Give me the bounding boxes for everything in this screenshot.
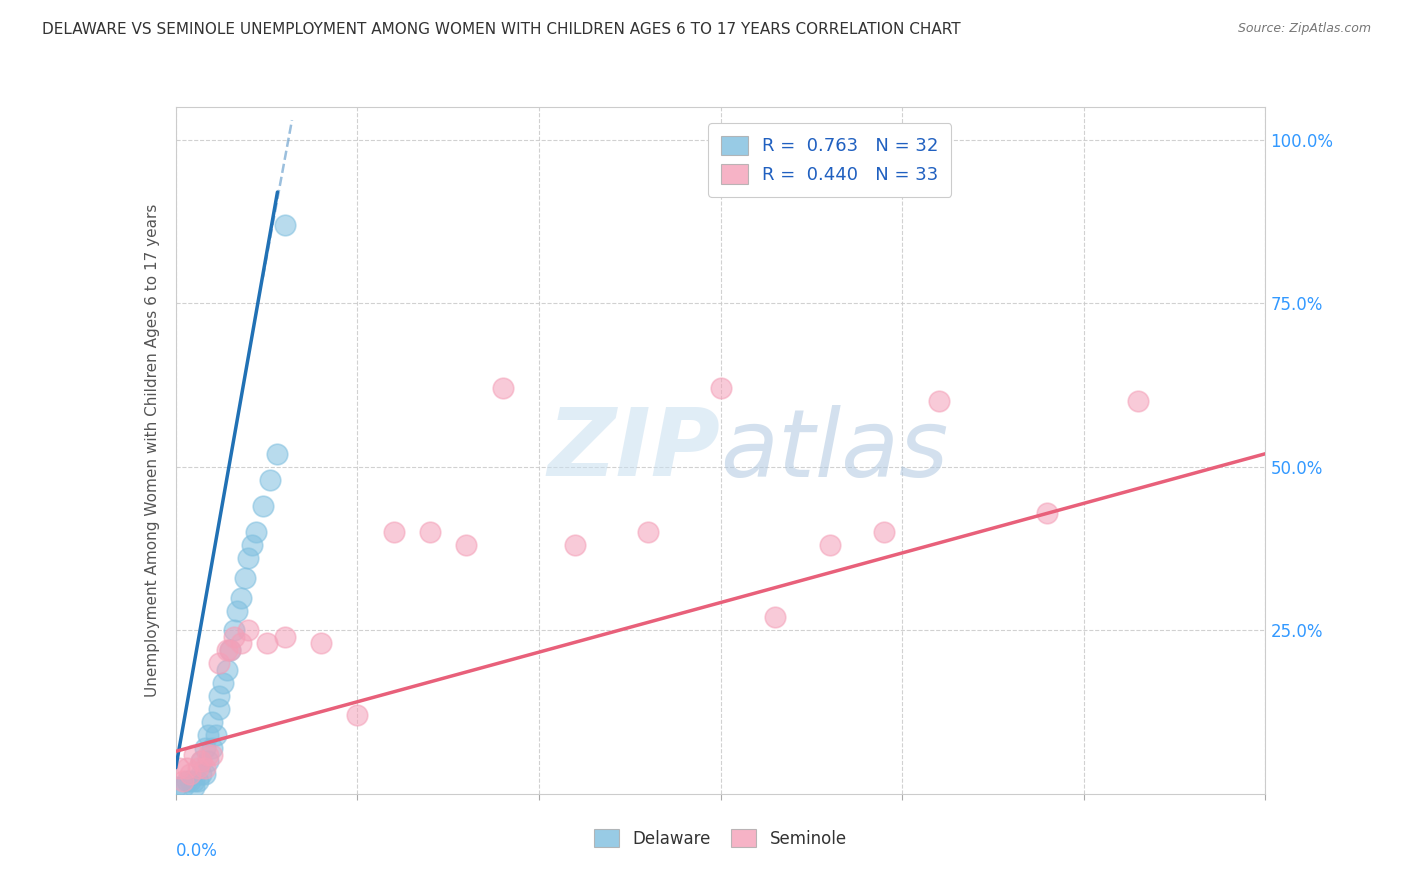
Point [190, 754, 212, 768]
Point [186, 761, 209, 775]
Point [1128, 394, 1150, 409]
Point [637, 525, 659, 540]
Point [197, 754, 219, 768]
Point [240, 538, 263, 552]
Point [176, 761, 198, 775]
Point [215, 663, 238, 677]
Point [201, 714, 224, 729]
Point [382, 525, 405, 540]
Point [238, 624, 260, 638]
Point [245, 525, 267, 540]
Point [215, 643, 238, 657]
Point [231, 591, 253, 605]
Point [194, 767, 217, 781]
Point [183, 747, 205, 762]
Point [818, 538, 841, 552]
Point [197, 747, 219, 762]
Point [197, 728, 219, 742]
Point [274, 630, 297, 644]
Point [208, 656, 231, 670]
Point [186, 773, 209, 788]
Legend: Delaware, Seminole: Delaware, Seminole [588, 822, 853, 855]
Point [222, 624, 245, 638]
Point [419, 525, 441, 540]
Point [238, 551, 260, 566]
Point [274, 218, 297, 232]
Point [266, 447, 288, 461]
Point [179, 773, 201, 788]
Point [256, 636, 278, 650]
Y-axis label: Unemployment Among Women with Children Ages 6 to 17 years: Unemployment Among Women with Children A… [145, 203, 160, 698]
Point [1036, 506, 1059, 520]
Point [259, 473, 281, 487]
Point [183, 773, 205, 788]
Point [176, 773, 198, 788]
Point [212, 675, 235, 690]
Point [208, 702, 231, 716]
Point [252, 499, 274, 513]
Point [710, 381, 733, 395]
Text: Source: ZipAtlas.com: Source: ZipAtlas.com [1237, 22, 1371, 36]
Point [456, 538, 478, 552]
Point [219, 643, 242, 657]
Point [219, 643, 242, 657]
Point [179, 767, 201, 781]
Point [233, 571, 256, 585]
Point [222, 630, 245, 644]
Point [492, 381, 515, 395]
Point [226, 604, 249, 618]
Point [873, 525, 896, 540]
Point [169, 761, 191, 775]
Point [183, 780, 205, 795]
Point [309, 636, 332, 650]
Point [564, 538, 586, 552]
Point [190, 767, 212, 781]
Point [190, 754, 212, 768]
Point [346, 708, 368, 723]
Point [172, 773, 194, 788]
Point [194, 761, 217, 775]
Point [208, 689, 231, 703]
Point [201, 747, 224, 762]
Point [194, 741, 217, 756]
Point [172, 780, 194, 795]
Text: 0.0%: 0.0% [176, 842, 218, 860]
Point [928, 394, 950, 409]
Point [201, 741, 224, 756]
Point [231, 636, 253, 650]
Point [763, 610, 786, 624]
Text: DELAWARE VS SEMINOLE UNEMPLOYMENT AMONG WOMEN WITH CHILDREN AGES 6 TO 17 YEARS C: DELAWARE VS SEMINOLE UNEMPLOYMENT AMONG … [42, 22, 960, 37]
Point [165, 780, 187, 795]
Point [204, 728, 226, 742]
Text: atlas: atlas [721, 405, 949, 496]
Text: ZIP: ZIP [548, 404, 721, 497]
